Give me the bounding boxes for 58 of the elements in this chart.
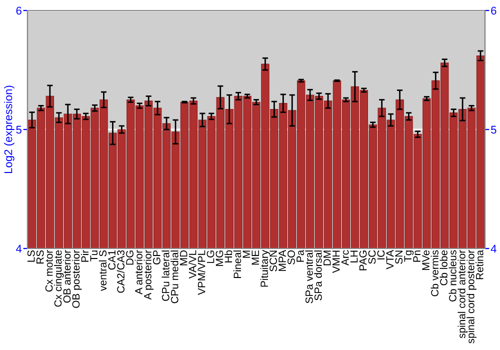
x-tick-label: CPu medial <box>170 250 178 304</box>
x-tick-label: Tu <box>90 250 98 262</box>
x-tick-label: Cx motor <box>45 250 53 292</box>
y-tick-label: 6 <box>16 6 22 15</box>
x-tick-label: Pa <box>296 250 304 262</box>
x-tick-label: LH <box>350 250 358 262</box>
y-axis-title: Log2 (expression) <box>4 86 14 174</box>
x-tick-label: SPa ventral <box>305 250 313 304</box>
x-tick-label: RS <box>36 250 44 264</box>
x-tick-label: MVe <box>422 250 430 270</box>
x-tick-label: SCN <box>270 250 277 272</box>
x-tick-label: SPa dorsal <box>314 250 322 300</box>
x-tick-label: Hb <box>224 250 232 262</box>
x-tick-label: A anterior <box>134 250 142 294</box>
x-tick-label: Pir <box>80 250 89 262</box>
x-tick-label: OB posterior <box>72 250 82 308</box>
x-tick-label: Cx cingulate <box>54 250 64 307</box>
x-tick-label: Pn <box>413 250 420 262</box>
x-tick-label: CA1 <box>108 250 116 270</box>
x-tick-label: DG <box>126 250 134 265</box>
x-tick-label: spinal cord anterior <box>458 250 468 338</box>
x-tick-label: CA2/CA3 <box>116 250 124 293</box>
x-tick-label: VTA <box>386 250 394 270</box>
x-tick-label: M <box>242 250 250 258</box>
x-tick-label: Retina <box>476 250 484 280</box>
x-tick-label: LG <box>206 250 214 263</box>
y2-tick-label: 6 <box>491 6 496 15</box>
y-tick-label: 5 <box>16 126 22 134</box>
x-tick-label: Cb nucleus <box>448 250 456 302</box>
x-tick-label: SO <box>288 250 295 264</box>
x-tick-label: A posterior <box>144 250 154 300</box>
x-tick-label: GP <box>152 250 160 264</box>
x-tick-label: Pituitary <box>260 250 270 287</box>
x-tick-label: Pineal <box>233 250 242 278</box>
x-tick-label: ME <box>252 250 259 265</box>
x-tick-label: ventral S <box>98 250 107 291</box>
x-tick-label: VA/VL <box>188 250 196 279</box>
y2-tick-label: 5 <box>491 126 496 134</box>
x-tick-label: Arc <box>341 250 349 266</box>
x-tick-label: IC <box>377 250 385 260</box>
x-tick-label: DM <box>324 250 331 266</box>
x-tick-label: MD <box>180 250 188 266</box>
x-tick-label: SC <box>368 250 376 264</box>
x-tick-label: Cb vermis <box>430 250 438 296</box>
x-tick-label: MPA <box>278 250 286 271</box>
x-tick-label: VPM/VPL <box>198 250 206 295</box>
x-tick-label: OB anterior <box>63 250 71 303</box>
x-tick-label: MG <box>216 250 224 266</box>
y2-tick-label: 4 <box>490 244 496 253</box>
x-tick-label: CPu lateral <box>162 250 170 301</box>
x-tick-label: Tg <box>404 250 414 262</box>
x-tick-label: Cb lobe <box>440 250 448 286</box>
x-tick-label: LS <box>27 250 35 262</box>
y-tick-label: 4 <box>16 244 22 253</box>
x-tick-label: VMH <box>332 250 340 273</box>
x-tick-label: PAG <box>359 250 367 270</box>
x-tick-label: SN <box>395 250 403 264</box>
x-tick-label: spinal cord posterior <box>466 250 476 344</box>
